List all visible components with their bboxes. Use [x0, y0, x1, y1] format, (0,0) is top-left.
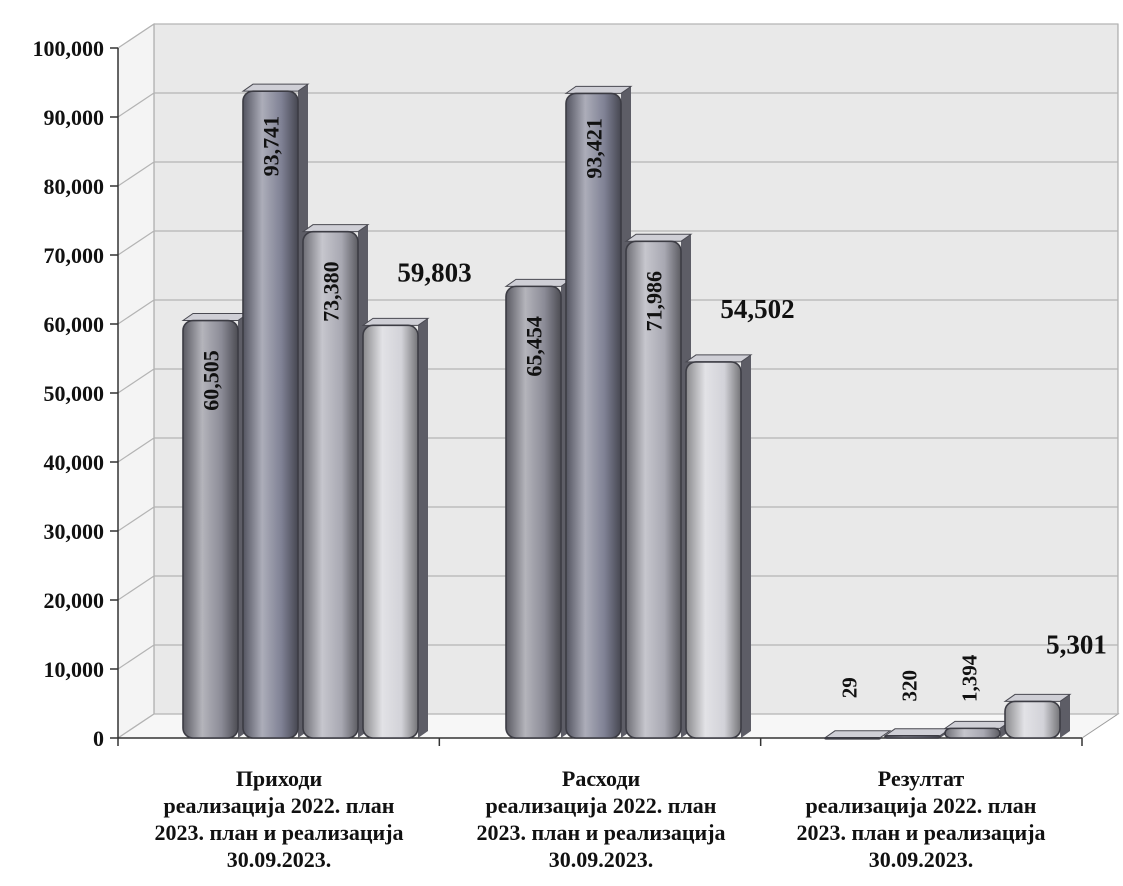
bar [1003, 693, 1072, 739]
bar-top [301, 224, 370, 233]
bar [823, 730, 892, 740]
gridline [117, 92, 1118, 118]
data-label: 5,301 [1046, 629, 1107, 659]
bar-top [564, 85, 633, 94]
y-tick-label: 30,000 [44, 519, 105, 544]
data-label: 320 [898, 670, 922, 702]
y-tick-label: 10,000 [44, 657, 105, 682]
gridline [117, 368, 1118, 394]
bar-side [741, 354, 751, 738]
data-label: 73,380 [319, 261, 344, 322]
bar-front [884, 734, 941, 739]
bar-top [943, 720, 1012, 729]
y-tick-label: 70,000 [44, 243, 105, 268]
bar [943, 720, 1012, 739]
y-tick-label: 100,000 [33, 36, 105, 61]
bar-top [624, 233, 693, 242]
bar-front [944, 727, 1001, 739]
data-label: 60,505 [199, 350, 224, 411]
bar-front [505, 285, 562, 739]
gridline [117, 575, 1118, 601]
bar [684, 354, 753, 739]
category-label: Резултат реализација 2022. план 2023. план… [796, 766, 1045, 872]
data-label: 93,741 [259, 116, 284, 177]
bar-top [883, 728, 952, 737]
gridline [117, 713, 1118, 739]
bars [181, 83, 1072, 740]
bar [564, 85, 633, 739]
data-labels: 60,505 93,741 73,380 59,803 65,454 93,421 71,9… [199, 116, 1107, 702]
bar-top [684, 354, 753, 363]
y-tick-label: 40,000 [44, 450, 105, 475]
data-label: 93,421 [582, 118, 607, 179]
bar-top [1003, 693, 1072, 702]
bar-front [1004, 700, 1061, 739]
gridlines [117, 23, 1118, 739]
bar-top [823, 730, 892, 739]
gridline [117, 230, 1118, 256]
gridline [117, 437, 1118, 463]
category-label: Расходи реализација 2022. план 2023. план … [476, 766, 725, 872]
y-tick-label: 60,000 [44, 312, 105, 337]
bar-front [182, 319, 239, 739]
bar-top [361, 317, 430, 326]
bar-top [241, 83, 310, 92]
gridline [117, 161, 1118, 187]
data-label: 59,803 [397, 257, 471, 287]
bar-side [418, 318, 428, 738]
bar-front [824, 736, 881, 740]
gridline [117, 23, 1118, 49]
bar [241, 83, 310, 739]
y-tick-label: 20,000 [44, 588, 105, 613]
data-label: 1,394 [958, 654, 982, 702]
bar-front [242, 90, 299, 739]
data-label: 29 [838, 677, 862, 698]
y-tick-label: 0 [93, 726, 104, 751]
tick-labels: 0 10,000 20,000 30,000 40,000 50,000 60,000 70,… [33, 36, 1046, 872]
bar-front [625, 240, 682, 739]
data-label: 65,454 [522, 316, 547, 377]
bar-top [181, 313, 250, 322]
bar [883, 728, 952, 739]
bar-front [565, 92, 622, 739]
category-label: Приходи реализација 2022. план 2023. план … [154, 766, 403, 872]
gridline [117, 506, 1118, 532]
data-label: 54,502 [720, 294, 794, 324]
bar-front [685, 361, 742, 739]
y-tick-label: 50,000 [44, 381, 105, 406]
bar-side [1060, 694, 1070, 738]
bar-top [504, 278, 573, 287]
bar [361, 317, 430, 739]
bar-front [302, 230, 359, 739]
gridline [117, 644, 1118, 670]
bar-front [362, 324, 419, 739]
data-label: 71,986 [642, 271, 667, 332]
y-tick-label: 90,000 [44, 105, 105, 130]
y-tick-label: 80,000 [44, 174, 105, 199]
gridline [117, 299, 1118, 325]
